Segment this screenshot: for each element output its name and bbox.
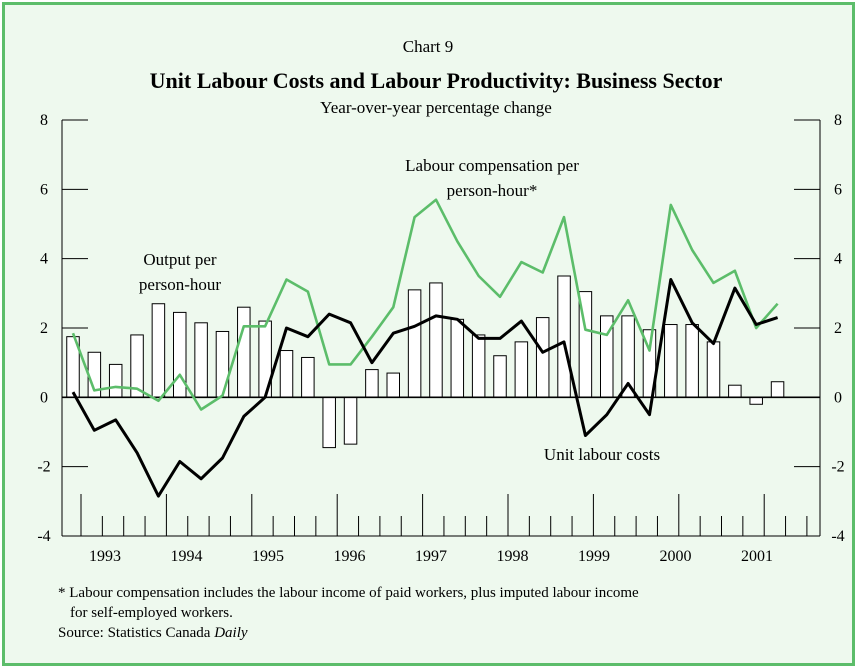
output-bar	[343, 396, 358, 445]
compensation-label-line1: Labour compensation per	[405, 156, 579, 175]
output-bar	[108, 363, 123, 398]
y-tick-label-left: -2	[37, 459, 50, 476]
output-bar	[386, 372, 400, 398]
output-bar	[728, 384, 742, 398]
output-bar	[770, 381, 785, 398]
footnote-line2: for self-employed workers.	[70, 605, 233, 621]
x-tick-label: 1999	[578, 548, 610, 565]
output-bar	[429, 282, 443, 398]
output-bar	[365, 369, 379, 398]
x-tick-label: 2000	[660, 548, 692, 565]
y-tick-label-right: -4	[831, 528, 844, 545]
output-bar	[535, 317, 550, 398]
y-tick-label-left: 0	[40, 389, 48, 406]
footnote-line1: * Labour compensation includes the labou…	[58, 585, 639, 601]
output-bar	[493, 355, 507, 398]
unit-labour-costs-line	[71, 278, 779, 498]
output-bar	[237, 306, 251, 398]
y-tick-label-left: 4	[40, 251, 48, 268]
output-bar	[557, 275, 571, 398]
chart-subtitle: Year-over-year percentage change	[320, 98, 552, 117]
output-bar	[173, 311, 187, 398]
output-bar	[471, 334, 486, 398]
output-bar	[706, 341, 721, 398]
x-tick-label: 2001	[741, 548, 773, 565]
output-bar	[664, 324, 678, 398]
source-prefix: Source: Statistics Canada	[58, 625, 214, 641]
y-tick-label-right: 6	[834, 181, 842, 198]
output-bar	[151, 303, 166, 398]
output-label-line2: person-hour	[139, 275, 221, 294]
output-bar	[279, 350, 294, 398]
compensation-line	[71, 198, 779, 411]
output-bar	[215, 330, 230, 398]
output-label-line1: Output per	[143, 250, 217, 269]
x-tick-label: 1993	[89, 548, 121, 565]
y-axis-ticks: -4 -4 -2 -2 0 0 2 2 4 4 6 6 8 8	[37, 112, 844, 545]
chart-title: Unit Labour Costs and Labour Productivit…	[150, 68, 723, 93]
y-tick-label-right: 4	[834, 251, 842, 268]
x-tick-label: 1997	[415, 548, 447, 565]
chart-number: Chart 9	[403, 37, 454, 56]
x-tick-label: 1996	[334, 548, 366, 565]
output-bar	[194, 322, 208, 398]
output-bar	[322, 396, 336, 449]
y-tick-label-left: 2	[40, 320, 48, 337]
y-tick-label-left: -4	[37, 528, 50, 545]
ulc-label: Unit labour costs	[544, 445, 660, 464]
source-line: Source: Statistics Canada Daily	[58, 625, 248, 641]
source-name: Daily	[213, 625, 248, 641]
output-bar	[749, 396, 763, 405]
y-tick-label-left: 6	[40, 181, 48, 198]
output-bar	[685, 324, 699, 398]
y-tick-label-right: 2	[834, 320, 842, 337]
output-bar	[450, 318, 465, 398]
output-bars	[66, 275, 785, 449]
y-tick-label-right: 8	[834, 112, 842, 129]
x-tick-label: 1995	[252, 548, 284, 565]
compensation-label-line2: person-hour*	[447, 181, 538, 200]
output-bar	[301, 356, 315, 398]
x-tick-label: 1998	[497, 548, 529, 565]
y-tick-label-right: -2	[831, 459, 844, 476]
output-bar	[407, 289, 422, 398]
output-bar	[514, 341, 529, 398]
y-tick-label-right: 0	[834, 389, 842, 406]
y-tick-label-left: 8	[40, 112, 48, 129]
x-axis-ticks: 1993 1994 1995 1996 1997 1998 1999 2000 2001	[80, 494, 808, 565]
x-tick-label: 1994	[171, 548, 203, 565]
